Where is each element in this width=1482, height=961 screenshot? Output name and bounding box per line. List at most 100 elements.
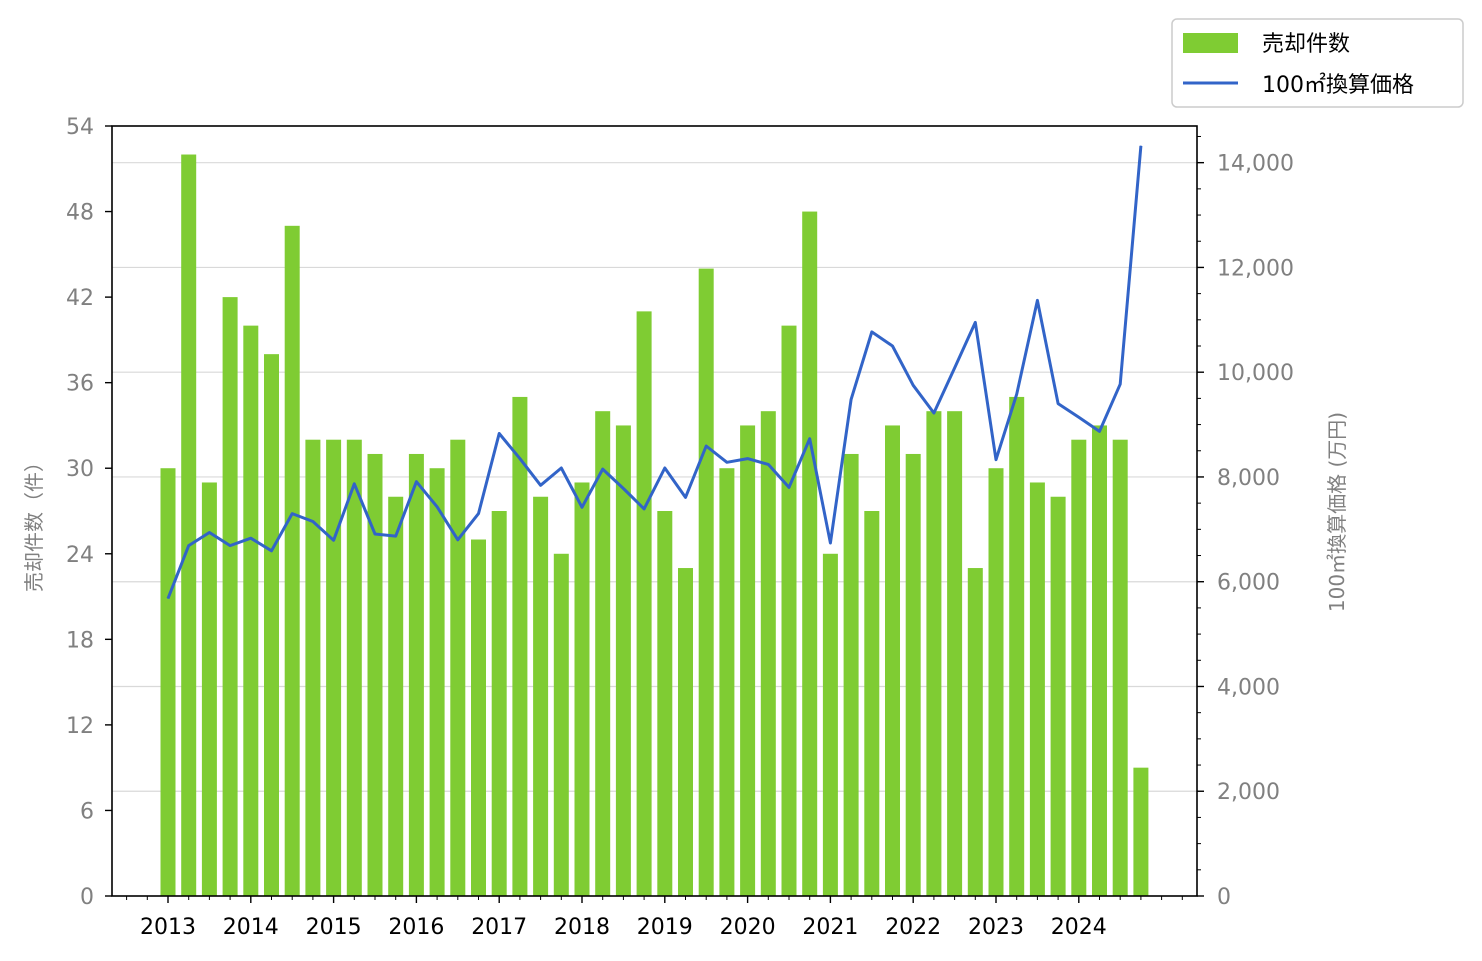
bar [408,453,424,896]
bar [222,297,238,897]
bar [367,453,383,896]
bar [1009,396,1025,896]
left-tick-label: 0 [80,885,94,910]
bar [926,411,942,896]
x-tick-label: 2018 [554,915,610,940]
line-point [933,412,935,414]
x-tick-label: 2021 [802,915,858,940]
right-tick-label: 6,000 [1217,571,1280,596]
line-point [478,513,479,515]
bar [326,439,342,896]
bar [1050,496,1066,896]
line-point [602,468,604,470]
right-tick-label: 14,000 [1217,152,1294,177]
bar [988,468,1004,896]
left-tick-label: 36 [66,372,94,397]
bar [719,468,735,896]
line-point [1016,393,1018,395]
left-tick-label: 48 [66,201,94,226]
bar [615,425,631,896]
legend-swatch-bar [1183,33,1238,53]
line-point [954,367,956,369]
line-point [685,496,686,498]
bar [1133,767,1149,896]
line-point [395,535,397,537]
line-point [457,539,459,541]
line-point [581,506,583,508]
x-tick-label: 2016 [388,915,444,940]
bar [450,439,466,896]
line-point [519,458,521,460]
line-series [166,145,1143,600]
line-point [912,384,914,386]
line-point [188,545,190,547]
bar [802,211,818,897]
right-tick-label: 0 [1217,885,1231,910]
bar [843,453,859,896]
line-point [271,550,272,552]
line-point [291,513,293,515]
right-tick-label: 12,000 [1217,256,1294,281]
line-point [1119,383,1121,385]
bar [181,154,197,896]
bar [864,511,880,896]
left-tick-label: 24 [66,543,94,568]
bar [1029,482,1045,896]
left-tick-label: 18 [66,628,94,653]
line-point [1057,403,1059,405]
line-point [1078,416,1080,418]
line-point [829,542,831,544]
bar-series [160,154,1149,897]
line-point [540,484,542,486]
legend-frame [1171,18,1464,108]
left-tick-label: 6 [80,799,94,824]
bar [636,311,652,896]
right-tick-label: 10,000 [1217,361,1294,386]
bar [822,553,838,896]
bar [1071,439,1087,896]
line-point [871,331,873,333]
line-point [850,398,852,400]
legend-label-line: 100㎡換算価格 [1262,72,1414,98]
y-axis-label-right: 100㎡換算価格 (万円) [1325,412,1349,612]
bar [512,396,528,896]
bar [160,468,176,896]
bar [740,425,756,896]
line-point [643,508,645,510]
left-axis: 0 6 12 18 24 30 36 42 48 54 [66,115,112,910]
line-point [995,459,997,461]
line-point [498,432,500,434]
bar [491,511,507,896]
bar [947,411,963,896]
bar [471,539,486,896]
bar [574,482,590,896]
line-point [892,345,893,347]
bar [595,411,611,896]
bar [905,453,921,896]
line-point [415,481,417,483]
bar [1112,439,1128,896]
x-tick-label: 2013 [140,915,196,940]
x-tick-label: 2020 [720,915,776,940]
line-point [747,458,749,460]
line-point [767,463,769,465]
line-point [809,438,811,440]
bar [346,439,362,896]
x-tick-label: 2022 [885,915,941,940]
line-point [436,506,438,508]
x-tick-label: 2014 [223,915,279,940]
bar [781,325,797,896]
plot-frame [111,125,1198,897]
legend-label-bar: 売却件数 [1262,32,1350,57]
right-tick-label: 8,000 [1217,466,1280,491]
line-point [167,597,169,599]
bar [388,496,404,896]
line-point [560,467,562,469]
line-point [1036,299,1038,301]
y-axis-label-left: 売却件数（件） [22,452,46,592]
line-point [374,533,376,535]
line-point [622,487,624,489]
left-tick-label: 42 [66,286,94,311]
bar [698,268,714,896]
line-point [208,531,210,533]
